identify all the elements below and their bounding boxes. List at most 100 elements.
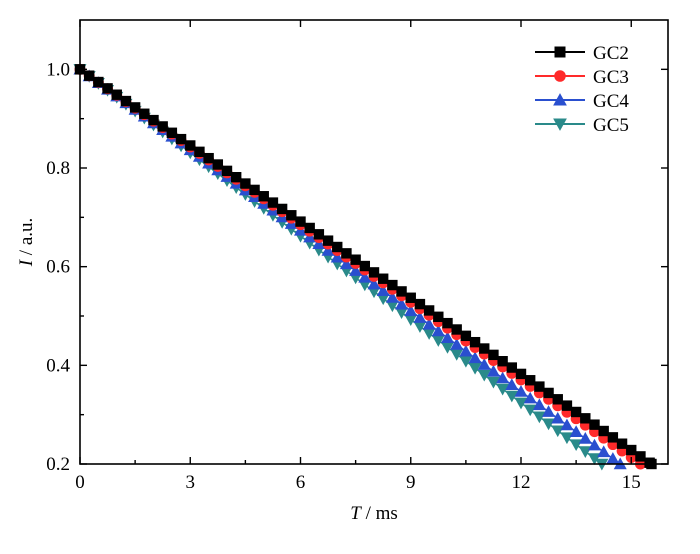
legend-label: GC2	[593, 43, 629, 64]
data-point	[157, 121, 168, 132]
legend-marker	[554, 70, 566, 82]
data-point	[450, 338, 464, 350]
legend: GC2 GC3 GC4 GC5	[535, 43, 629, 136]
legend-marker	[553, 118, 567, 131]
legend-marker	[553, 93, 567, 106]
data-point	[468, 351, 482, 364]
data-point	[459, 355, 473, 368]
data-point	[532, 411, 546, 424]
data-point	[120, 95, 132, 107]
data-point	[580, 413, 591, 424]
legend-item-gc4: GC4	[535, 91, 629, 112]
data-point	[286, 210, 297, 221]
legend-label: GC3	[593, 67, 629, 88]
data-point	[175, 133, 187, 145]
data-point	[496, 383, 510, 396]
data-point	[606, 452, 620, 464]
data-point	[477, 358, 491, 370]
x-tick-label: 15	[622, 472, 641, 493]
legend-item-gc2: GC2	[535, 43, 629, 64]
data-point	[514, 397, 528, 410]
data-point	[496, 371, 510, 384]
x-tick-label: 6	[296, 472, 306, 493]
data-point	[561, 400, 573, 411]
legend-item-gc3: GC3	[535, 67, 629, 88]
data-point	[479, 343, 490, 354]
data-point	[367, 277, 381, 290]
data-point	[542, 405, 556, 417]
data-point	[368, 267, 380, 278]
data-point	[486, 376, 500, 389]
data-point	[506, 362, 518, 373]
legend-label: GC4	[593, 91, 629, 112]
data-point	[404, 314, 418, 326]
y-axis-title: I / a.u.	[16, 218, 37, 268]
data-point	[569, 439, 583, 452]
data-point	[431, 324, 445, 337]
legend-item-gc5: GC5	[535, 115, 629, 136]
legend-label: GC5	[593, 115, 629, 136]
data-point	[442, 317, 453, 329]
data-point	[523, 404, 537, 417]
data-point	[413, 321, 427, 333]
data-point	[626, 444, 637, 456]
data-point	[607, 432, 619, 443]
data-point	[635, 451, 646, 462]
data-point	[543, 387, 554, 399]
data-point	[534, 381, 545, 392]
data-point	[387, 279, 398, 291]
y-tick-label: 1.0	[46, 59, 70, 80]
data-point	[578, 446, 592, 458]
data-point	[514, 385, 528, 397]
data-point	[523, 391, 537, 404]
x-axis-unit: / ms	[361, 503, 398, 524]
data-point	[441, 342, 454, 354]
data-point	[332, 241, 343, 253]
data-point	[560, 418, 574, 431]
x-axis-symbol: T	[350, 503, 362, 524]
data-point	[414, 298, 426, 310]
data-point	[488, 349, 499, 361]
data-point	[212, 159, 224, 170]
data-point	[433, 311, 444, 322]
y-tick-label: 0.2	[46, 454, 70, 475]
data-point	[376, 293, 390, 306]
data-point	[359, 260, 371, 272]
x-tick-label: 9	[406, 472, 416, 493]
data-point	[93, 76, 104, 88]
data-point	[258, 191, 269, 202]
data-point	[322, 235, 334, 246]
data-point	[166, 127, 178, 138]
data-point	[431, 335, 445, 347]
data-point	[413, 311, 427, 323]
data-point	[589, 419, 600, 430]
x-tick-label: 12	[512, 472, 531, 493]
data-point	[598, 425, 609, 437]
data-point	[276, 203, 288, 215]
data-point	[423, 305, 435, 316]
data-point	[460, 330, 472, 342]
data-point	[377, 273, 389, 284]
x-tick-label: 3	[186, 472, 196, 493]
series-gc2	[74, 64, 657, 470]
data-point	[185, 140, 196, 151]
data-point	[349, 264, 363, 276]
data-point	[551, 411, 565, 424]
data-point	[524, 375, 536, 386]
data-point	[569, 425, 583, 437]
data-point	[395, 297, 409, 310]
data-point	[321, 244, 335, 256]
data-point	[267, 197, 279, 208]
data-point	[551, 425, 565, 438]
data-point	[532, 398, 546, 411]
data-point	[616, 438, 628, 449]
data-point	[129, 102, 141, 113]
data-point	[194, 146, 205, 158]
data-point	[358, 270, 372, 283]
data-point	[486, 364, 500, 377]
data-point	[330, 250, 344, 263]
y-tick-label: 0.8	[46, 158, 70, 179]
data-point	[570, 406, 582, 418]
data-point	[313, 229, 325, 240]
